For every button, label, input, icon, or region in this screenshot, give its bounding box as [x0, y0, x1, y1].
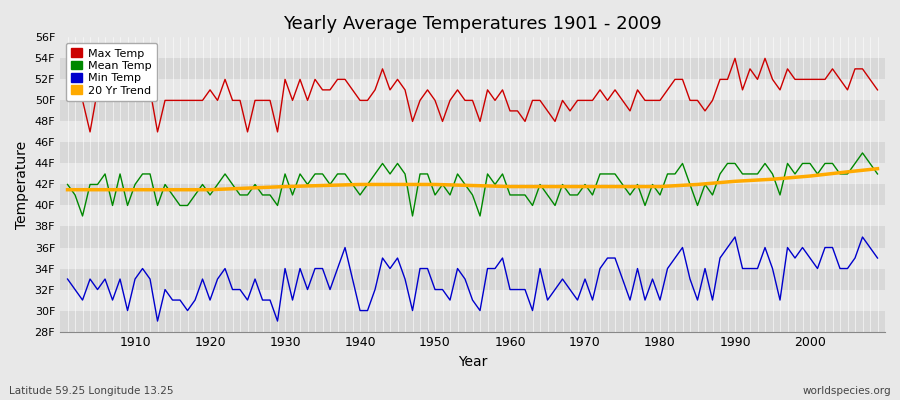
Min Temp: [602, 256, 613, 260]
Bar: [60, 142, 885, 164]
Title: Yearly Average Temperatures 1901 - 2009: Yearly Average Temperatures 1901 - 2009: [284, 15, 662, 33]
Bar: [60, 206, 885, 226]
Mean Temp: [505, 192, 516, 197]
Mean Temp: [602, 172, 613, 176]
Mean Temp: [512, 192, 523, 197]
Mean Temp: [77, 214, 88, 218]
Bar: [60, 226, 885, 248]
Bar: [60, 310, 885, 332]
Bar: [60, 184, 885, 206]
Mean Temp: [872, 172, 883, 176]
Max Temp: [339, 77, 350, 82]
20 Yr Trend: [505, 184, 516, 189]
20 Yr Trend: [280, 184, 291, 189]
Bar: [60, 122, 885, 142]
Bar: [60, 268, 885, 290]
Mean Temp: [294, 172, 305, 176]
Y-axis label: Temperature: Temperature: [15, 140, 29, 228]
20 Yr Trend: [872, 166, 883, 171]
Line: Mean Temp: Mean Temp: [68, 153, 878, 216]
Min Temp: [512, 287, 523, 292]
Bar: [60, 58, 885, 79]
Min Temp: [872, 256, 883, 260]
Line: Max Temp: Max Temp: [68, 58, 878, 132]
Legend: Max Temp, Mean Temp, Min Temp, 20 Yr Trend: Max Temp, Mean Temp, Min Temp, 20 Yr Tre…: [66, 43, 157, 101]
Text: worldspecies.org: worldspecies.org: [803, 386, 891, 396]
Mean Temp: [130, 182, 140, 187]
20 Yr Trend: [580, 184, 590, 189]
Bar: [60, 290, 885, 310]
Max Temp: [512, 108, 523, 113]
Bar: [60, 248, 885, 268]
Mean Temp: [857, 150, 868, 155]
Max Temp: [505, 108, 516, 113]
Min Temp: [505, 287, 516, 292]
Bar: [60, 79, 885, 100]
Min Temp: [122, 308, 133, 313]
20 Yr Trend: [355, 182, 365, 187]
20 Yr Trend: [692, 182, 703, 187]
Max Temp: [62, 98, 73, 103]
X-axis label: Year: Year: [458, 355, 487, 369]
Mean Temp: [339, 172, 350, 176]
Min Temp: [730, 235, 741, 240]
20 Yr Trend: [429, 182, 440, 187]
Min Temp: [62, 277, 73, 282]
Max Temp: [730, 56, 741, 61]
Mean Temp: [62, 182, 73, 187]
Bar: [60, 100, 885, 122]
20 Yr Trend: [842, 170, 853, 174]
20 Yr Trend: [805, 174, 815, 178]
Max Temp: [294, 77, 305, 82]
Bar: [60, 164, 885, 184]
Max Temp: [872, 88, 883, 92]
Bar: [60, 37, 885, 58]
20 Yr Trend: [654, 184, 665, 189]
Max Temp: [85, 130, 95, 134]
Line: 20 Yr Trend: 20 Yr Trend: [68, 169, 878, 190]
20 Yr Trend: [62, 187, 73, 192]
Max Temp: [130, 88, 140, 92]
Max Temp: [602, 98, 613, 103]
20 Yr Trend: [130, 187, 140, 192]
Min Temp: [294, 266, 305, 271]
Min Temp: [152, 319, 163, 324]
20 Yr Trend: [204, 187, 215, 192]
20 Yr Trend: [767, 177, 778, 182]
Text: Latitude 59.25 Longitude 13.25: Latitude 59.25 Longitude 13.25: [9, 386, 174, 396]
Line: Min Temp: Min Temp: [68, 237, 878, 321]
20 Yr Trend: [730, 179, 741, 184]
Min Temp: [339, 245, 350, 250]
